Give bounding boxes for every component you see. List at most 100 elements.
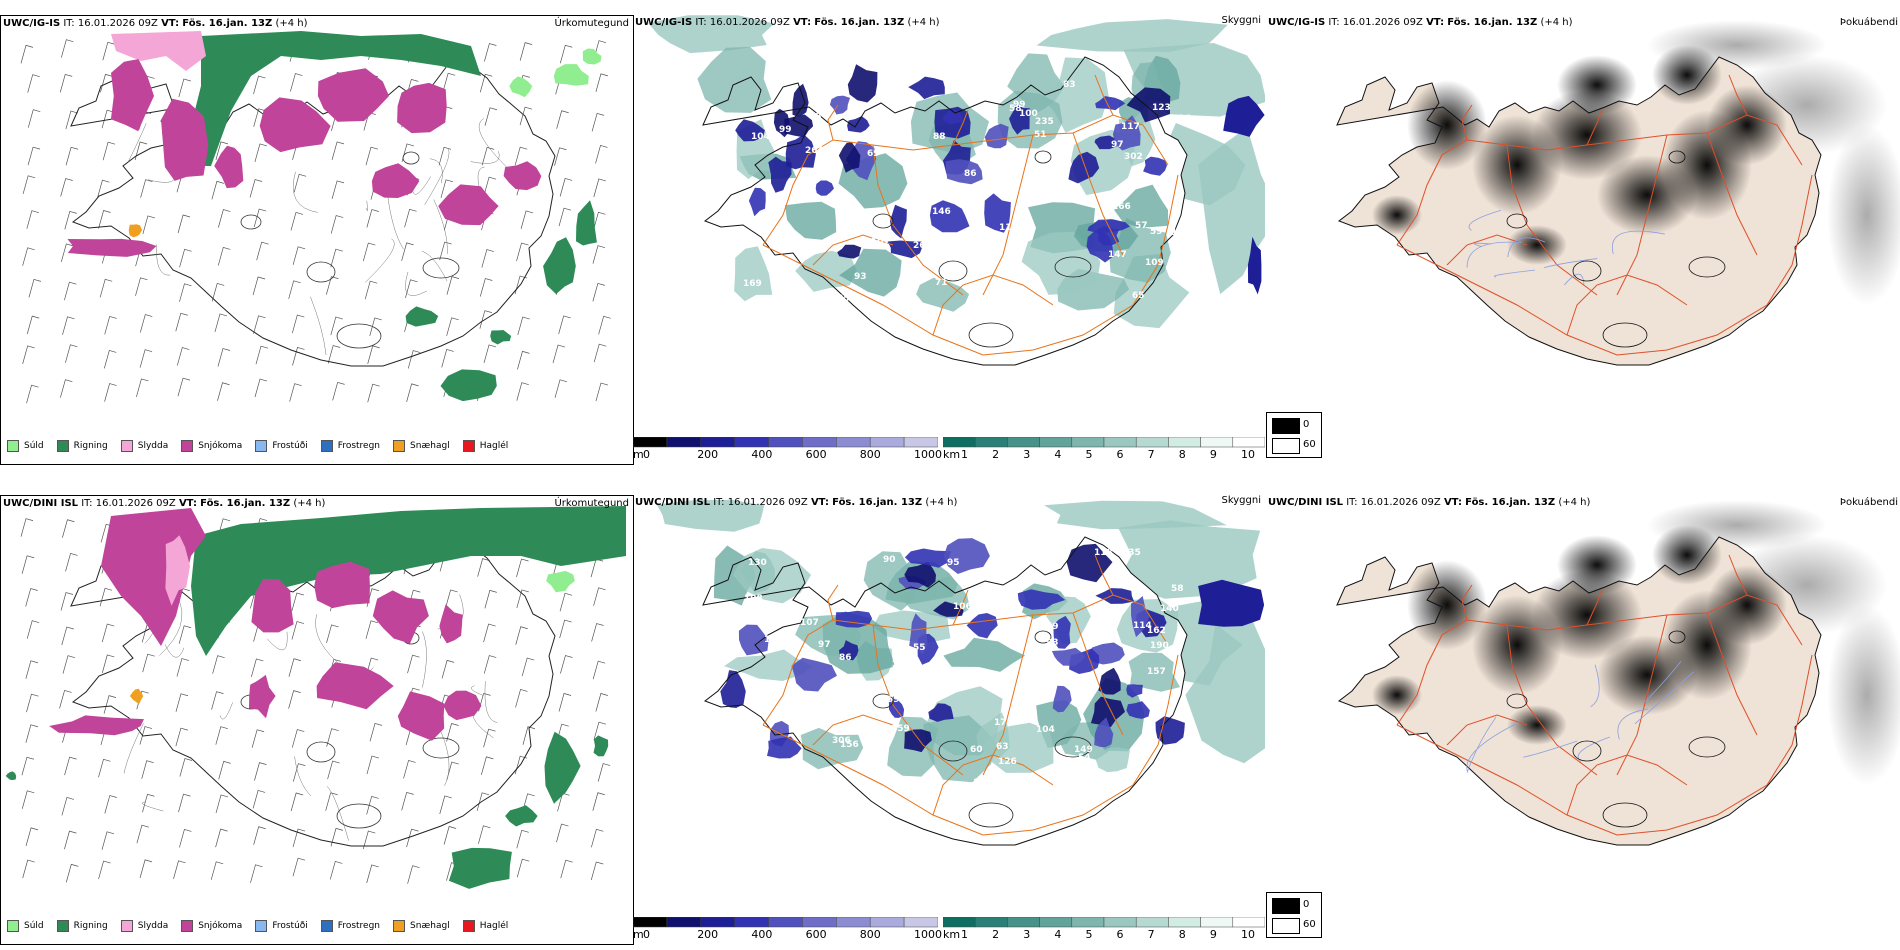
ceiling-label: 147 (1108, 250, 1127, 260)
wind-barb (179, 758, 192, 777)
wind-barb (556, 110, 569, 129)
ceiling-label: 109 (1145, 258, 1164, 268)
colorbar-cell (1232, 917, 1265, 928)
wind-barb (560, 655, 573, 674)
road-line (1094, 554, 1114, 596)
glacier-outline (240, 214, 262, 230)
low-ceiling-area (839, 640, 859, 661)
colorbar-cell (943, 437, 976, 448)
low-ceiling-area (1094, 717, 1114, 748)
wind-barb (134, 141, 148, 161)
rain-area (405, 306, 439, 327)
road-line (1616, 134, 1668, 296)
wind-barb (20, 518, 34, 537)
wind-barb (483, 655, 497, 674)
glacier-outline (422, 737, 460, 759)
wind-barb (593, 178, 606, 198)
wind-barb (516, 242, 529, 262)
colorbar-tick: 0 (643, 928, 650, 941)
ceiling-label: 108 (744, 594, 763, 604)
wind-barb (176, 658, 190, 677)
wind-barb (331, 141, 345, 160)
wind-barb (21, 790, 35, 809)
low-ceiling-area (928, 703, 954, 722)
ceiling-label: 260 (913, 241, 932, 251)
wind-barb (62, 519, 75, 538)
river (1507, 237, 1546, 258)
wind-barb (598, 315, 611, 335)
glacier-outline (872, 693, 894, 709)
wind-barb (292, 246, 306, 265)
low-ceiling-area (1086, 230, 1114, 263)
low-ceiling-area (908, 76, 945, 100)
wind-barb (327, 345, 341, 364)
drizzle-area (582, 48, 602, 65)
road-line (1706, 612, 1758, 736)
low-visibility-area (943, 637, 1026, 672)
wind-barb (325, 792, 338, 811)
wind-barb (591, 828, 604, 848)
ceiling-label: 106 (953, 602, 972, 612)
panel-visibility-top: UWC/IG-IS IT: 16.01.2026 09Z VT: Fös. 16… (633, 15, 1265, 463)
road-line (1396, 174, 1813, 356)
wind-barb (439, 241, 452, 261)
wind-barb (476, 792, 490, 811)
wind-barb (592, 792, 605, 811)
wind-barb (517, 316, 530, 336)
fog-area (1707, 565, 1787, 645)
colorbar-tick: 1 (961, 448, 968, 461)
fog-area (1507, 705, 1567, 745)
ceiling-label: 136 (798, 783, 817, 793)
wind-barb (22, 345, 35, 364)
iceland-coastline (1336, 536, 1822, 846)
wind-barb (249, 179, 263, 198)
colorbar-tick: 4 (1054, 448, 1062, 461)
iceland-coastline (702, 56, 1188, 366)
legend-swatch (56, 920, 69, 932)
wind-barb (136, 378, 149, 398)
ceiling-label: 117 (1121, 122, 1140, 132)
wind-barb (288, 690, 301, 709)
wind-barb (293, 173, 307, 193)
wind-barb (329, 860, 343, 880)
legend-swatch (120, 440, 133, 452)
legend-swatch (320, 440, 333, 452)
wind-barb (559, 178, 573, 197)
low-ceiling-area (909, 613, 928, 655)
wind-barb (288, 280, 301, 299)
wind-barb (291, 314, 305, 334)
wind-barb (103, 695, 117, 714)
ceiling-label: 90 (883, 555, 896, 565)
river (405, 271, 427, 296)
road-line (1461, 584, 1473, 621)
legend-item: Haglél (462, 440, 508, 452)
wind-barb (98, 210, 111, 229)
river (219, 702, 233, 720)
river (315, 614, 346, 670)
wind-barb (217, 382, 230, 401)
glacier-outline (306, 261, 336, 283)
low-visibility-area (976, 712, 1010, 757)
river (156, 244, 171, 276)
river (1611, 230, 1665, 255)
wind-barb (179, 828, 192, 848)
colorbar-tick: 200 (697, 448, 719, 461)
wind-barb (593, 211, 606, 231)
low-ceiling-area (1155, 716, 1185, 745)
wind-barb (104, 315, 117, 335)
rain-area (544, 731, 581, 804)
wind-barb (61, 796, 75, 816)
wind-barb (483, 344, 497, 364)
wind-barb (253, 208, 267, 228)
glacier-outline (1506, 213, 1528, 229)
wind-barb (484, 107, 498, 126)
low-visibility-area (785, 201, 837, 240)
road-line (1728, 74, 1748, 116)
wind-barb (481, 756, 494, 775)
wind-barb (21, 555, 35, 574)
snow-area (249, 674, 276, 719)
legend-item: Snæhagl (393, 920, 450, 932)
glacier-outline (1668, 150, 1686, 164)
legend-swatch (181, 920, 194, 932)
river (1466, 241, 1522, 268)
